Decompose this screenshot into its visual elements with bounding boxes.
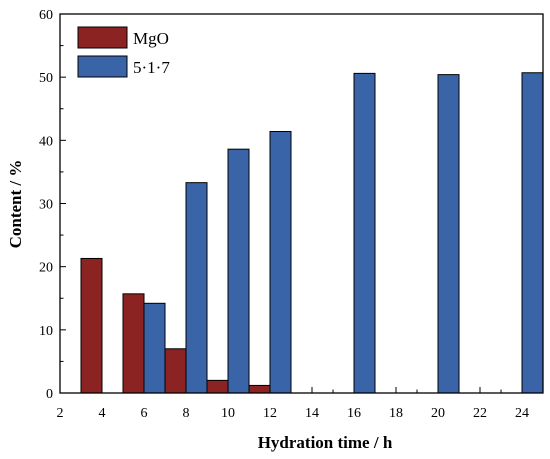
legend: MgO 5·1·7 — [77, 26, 170, 78]
bar-mgo-0 — [80, 257, 103, 394]
x-tick-label: 12 — [263, 406, 277, 421]
legend-label-mgo: MgO — [133, 29, 169, 48]
y-axis-title: Content / % — [6, 160, 25, 249]
y-tick-label: 30 — [39, 198, 53, 213]
bar-517-0 — [143, 302, 166, 394]
x-axis-title: Hydration time / h — [258, 433, 393, 452]
x-tick-label: 8 — [183, 406, 190, 421]
bar-517-1 — [185, 182, 208, 394]
x-tick-label: 2 — [57, 406, 64, 421]
x-tick-label: 22 — [473, 406, 487, 421]
bar-517-4 — [353, 72, 376, 394]
bar-517-3 — [269, 130, 292, 394]
x-tick-label: 4 — [99, 406, 106, 421]
x-tick-label: 18 — [389, 406, 403, 421]
y-tick-label: 0 — [46, 387, 53, 402]
y-tick-label: 50 — [39, 71, 53, 86]
y-tick-label: 10 — [39, 324, 53, 339]
legend-label-517: 5·1·7 — [133, 58, 170, 77]
y-tick-label: 20 — [39, 261, 53, 276]
legend-swatch-517 — [77, 55, 128, 78]
bars-group — [80, 72, 544, 394]
bar-mgo-4 — [248, 384, 271, 394]
x-tick-label: 6 — [141, 406, 148, 421]
bar-mgo-3 — [206, 379, 229, 394]
x-tick-label: 14 — [305, 406, 319, 421]
x-tick-label: 16 — [347, 406, 361, 421]
bar-517-5 — [437, 74, 460, 394]
x-tick-label: 10 — [221, 406, 235, 421]
x-tick-label: 20 — [431, 406, 445, 421]
bar-517-2 — [227, 148, 250, 394]
x-tick-label: 24 — [515, 406, 529, 421]
y-tick-label: 40 — [39, 134, 53, 149]
bar-mgo-2 — [164, 348, 187, 394]
bar-517-6 — [521, 72, 544, 394]
bar-mgo-1 — [122, 293, 145, 394]
y-tick-label: 60 — [39, 8, 53, 23]
legend-swatch-mgo — [77, 26, 128, 49]
